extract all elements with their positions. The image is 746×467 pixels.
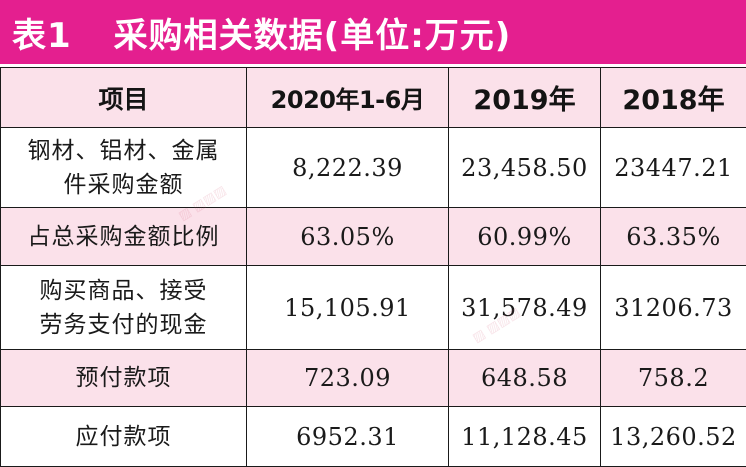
row-label-line: 占总采购金额比例 [5, 220, 242, 254]
row-label: 预付款项 [1, 350, 247, 407]
table-row: 购买商品、接受 劳务支付的现金 15,105.91 31,578.49 3120… [1, 266, 746, 350]
cell-2019: 648.58 [449, 350, 601, 407]
cell-2019: 31,578.49 [449, 266, 601, 350]
row-label: 购买商品、接受 劳务支付的现金 [1, 266, 247, 350]
row-label: 占总采购金额比例 [1, 208, 247, 266]
cell-2020h1: 63.05% [247, 208, 449, 266]
cell-2020h1: 15,105.91 [247, 266, 449, 350]
table-row: 预付款项 723.09 648.58 758.2 [1, 350, 746, 407]
cell-2020h1: 6952.31 [247, 407, 449, 467]
cell-2020h1: 723.09 [247, 350, 449, 407]
cell-2018: 13,260.52 [601, 407, 746, 467]
row-label-line: 劳务支付的现金 [5, 308, 242, 342]
table-title: 采购相关数据(单位:万元) [114, 8, 512, 57]
row-label-line: 钢材、铝材、金属 [5, 134, 242, 168]
cell-2018: 758.2 [601, 350, 746, 407]
row-label-line: 预付款项 [5, 361, 242, 395]
row-label-line: 应付款项 [5, 420, 242, 454]
cell-2020h1: 8,222.39 [247, 128, 449, 208]
row-label-line: 购买商品、接受 [5, 274, 242, 308]
cell-2018: 23447.21 [601, 128, 746, 208]
row-label-line: 件采购金额 [5, 168, 242, 202]
table-row: 占总采购金额比例 63.05% 60.99% 63.35% [1, 208, 746, 266]
header-item: 项目 [1, 68, 247, 128]
procurement-data-table: 项目 2020年1-6月 2019年 2018年 钢材、铝材、金属 件采购金额 … [0, 67, 746, 467]
table-title-bar: 表1 采购相关数据(单位:万元) [0, 0, 746, 64]
row-label: 钢材、铝材、金属 件采购金额 [1, 128, 247, 208]
header-2020h1: 2020年1-6月 [247, 68, 449, 128]
table-row: 钢材、铝材、金属 件采购金额 8,222.39 23,458.50 23447.… [1, 128, 746, 208]
cell-2019: 11,128.45 [449, 407, 601, 467]
cell-2018: 31206.73 [601, 266, 746, 350]
cell-2019: 23,458.50 [449, 128, 601, 208]
table-row: 应付款项 6952.31 11,128.45 13,260.52 [1, 407, 746, 467]
row-label: 应付款项 [1, 407, 247, 467]
cell-2018: 63.35% [601, 208, 746, 266]
table-number: 表1 [12, 8, 72, 57]
header-2019: 2019年 [449, 68, 601, 128]
header-2018: 2018年 [601, 68, 746, 128]
header-row: 项目 2020年1-6月 2019年 2018年 [1, 68, 746, 128]
cell-2019: 60.99% [449, 208, 601, 266]
